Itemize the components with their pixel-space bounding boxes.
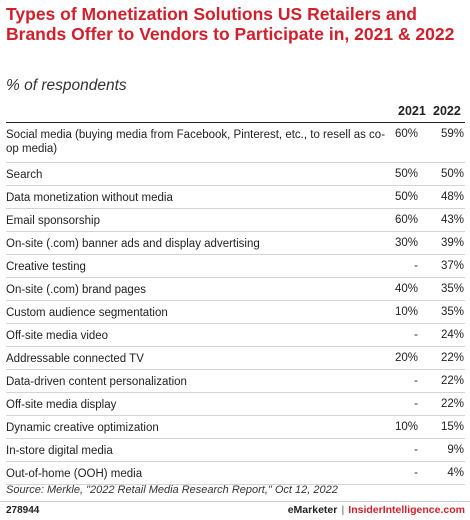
value-2022: 24%: [440, 329, 464, 341]
column-header-2022: 2022: [433, 104, 461, 118]
value-2022: 22%: [440, 398, 464, 410]
row-label: Email sponsorship: [6, 215, 100, 227]
source-note: Source: Merkle, "2022 Retail Media Resea…: [6, 484, 338, 496]
table-body: Social media (buying media from Facebook…: [6, 123, 465, 485]
chart-id: 278944: [6, 505, 40, 516]
table-row: On-site (.com) banner ads and display ad…: [6, 232, 465, 255]
table-row: Social media (buying media from Facebook…: [6, 123, 465, 163]
table-row: Off-site media display - 22%: [6, 393, 465, 416]
brand-separator: |: [341, 504, 345, 516]
brand-insider-intelligence: InsiderIntelligence.com: [348, 504, 465, 516]
table-row: Search 50% 50%: [6, 163, 465, 186]
value-2022: 37%: [440, 260, 464, 272]
value-2021: 30%: [394, 237, 418, 249]
value-2022: 4%: [447, 467, 464, 479]
value-2021: 10%: [394, 306, 418, 318]
value-2021: 50%: [394, 191, 418, 203]
table-row: Creative testing - 37%: [6, 255, 465, 278]
brand: eMarketer | InsiderIntelligence.com: [288, 504, 465, 516]
brand-emarketer: eMarketer: [287, 504, 338, 516]
value-2021: -: [414, 398, 418, 410]
table-row: On-site (.com) brand pages 40% 35%: [6, 278, 465, 301]
data-table: 2021 2022 Social media (buying media fro…: [6, 100, 465, 485]
row-label: On-site (.com) brand pages: [6, 284, 146, 296]
row-label: In-store digital media: [6, 445, 113, 457]
row-label: Creative testing: [6, 261, 86, 273]
value-2021: 60%: [394, 214, 418, 226]
table-row: Data-driven content personalization - 22%: [6, 370, 465, 393]
value-2021: -: [414, 375, 418, 387]
value-2022: 9%: [447, 444, 464, 456]
row-label: Dynamic creative optimization: [6, 422, 159, 434]
table-row: Custom audience segmentation 10% 35%: [6, 301, 465, 324]
value-2022: 43%: [440, 214, 464, 226]
value-2022: 35%: [440, 283, 464, 295]
value-2021: 40%: [394, 283, 418, 295]
row-label: Search: [6, 169, 43, 181]
footer: 278944 eMarketer | InsiderIntelligence.com: [0, 501, 470, 520]
value-2022: 39%: [440, 237, 464, 249]
value-2022: 48%: [440, 191, 464, 203]
value-2021: -: [414, 444, 418, 456]
value-2021: 50%: [394, 168, 418, 180]
row-label: Addressable connected TV: [6, 353, 144, 365]
row-label: Social media (buying media from Facebook…: [6, 129, 386, 155]
chart-title: Types of Monetization Solutions US Retai…: [6, 4, 455, 44]
value-2022: 50%: [440, 168, 464, 180]
table-row: In-store digital media - 9%: [6, 439, 465, 462]
row-label: Data-driven content personalization: [6, 376, 187, 388]
value-2021: -: [414, 260, 418, 272]
row-label: Custom audience segmentation: [6, 307, 168, 319]
value-2021: -: [414, 467, 418, 479]
table-row: Data monetization without media 50% 48%: [6, 186, 465, 209]
table-row: Email sponsorship 60% 43%: [6, 209, 465, 232]
table-row: Dynamic creative optimization 10% 15%: [6, 416, 465, 439]
row-label: Out-of-home (OOH) media: [6, 468, 143, 480]
row-label: Off-site media video: [6, 330, 109, 342]
value-2021: 20%: [394, 352, 418, 364]
table-row: Off-site media video - 24%: [6, 324, 465, 347]
value-2022: 59%: [440, 128, 464, 140]
value-2022: 22%: [440, 352, 464, 364]
table-row: Addressable connected TV 20% 22%: [6, 347, 465, 370]
value-2021: 60%: [394, 128, 418, 140]
value-2021: 10%: [394, 421, 418, 433]
table-row: Out-of-home (OOH) media - 4%: [6, 462, 465, 485]
value-2021: -: [414, 329, 418, 341]
column-header-2021: 2021: [398, 104, 426, 118]
row-label: On-site (.com) banner ads and display ad…: [6, 238, 260, 250]
row-label: Off-site media display: [6, 399, 117, 411]
value-2022: 22%: [440, 375, 464, 387]
row-label: Data monetization without media: [6, 192, 173, 204]
value-2022: 15%: [440, 421, 464, 433]
table-header: 2021 2022: [6, 100, 465, 123]
chart-subtitle: % of respondents: [6, 77, 127, 94]
value-2022: 35%: [440, 306, 464, 318]
